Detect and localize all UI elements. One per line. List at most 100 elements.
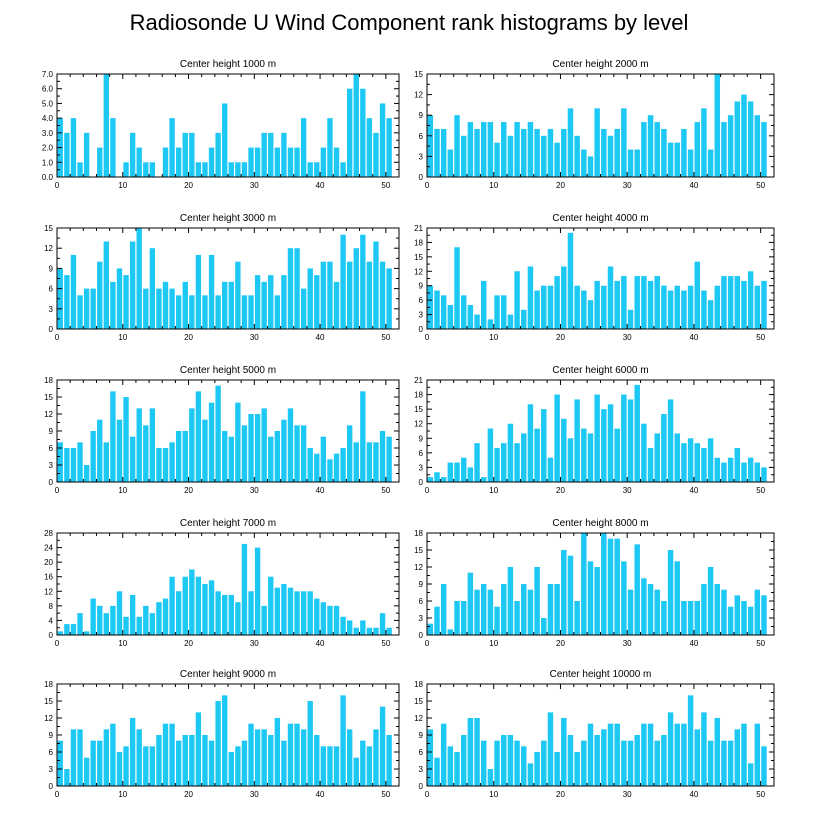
bar-rank-36 [667,712,674,786]
bar-rank-41 [327,261,333,329]
bar-rank-44 [346,88,353,177]
bar-rank-28 [241,425,248,482]
y-tick-label: 3 [419,765,424,774]
x-tick-label: 40 [689,790,698,799]
bar-rank-4 [83,465,90,482]
bar-rank-28 [614,428,620,482]
y-tick-label: 24 [44,544,53,553]
bar-rank-24 [587,723,594,786]
bar-rank-13 [514,271,520,329]
bar-rank-47 [741,94,747,177]
x-tick-label: 30 [250,181,259,190]
bar-rank-40 [320,602,327,635]
x-tick-label: 10 [118,790,127,799]
bar-rank-35 [287,723,294,786]
bar-rank-6 [467,122,474,177]
bar-rank-24 [587,156,594,177]
x-tick-label: 50 [756,181,765,190]
y-tick-label: 15 [414,697,423,706]
y-tick-label: 6 [419,132,424,141]
bar-rank-11 [129,718,136,786]
bar-rank-13 [143,162,149,177]
bar-rank-20 [561,128,567,177]
bar-rank-7 [103,74,110,177]
bar-rank-9 [487,428,494,482]
bar-rank-8 [110,281,116,329]
bar-rank-2 [440,295,447,329]
x-tick-label: 40 [689,181,698,190]
bar-rank-49 [379,706,386,786]
bar-rank-33 [274,295,281,329]
bar-rank-21 [195,162,202,177]
bar-rank-50 [386,118,392,177]
bar-rank-24 [587,561,594,635]
y-tick-label: 6 [49,285,54,294]
bar-rank-36 [667,399,674,482]
x-tick-label: 10 [118,486,127,495]
x-tick-label: 0 [425,486,430,495]
bar-rank-35 [287,408,294,482]
bar-rank-9 [116,752,123,786]
bar-rank-29 [621,740,627,786]
bar-rank-0 [57,442,63,482]
y-tick-label: 3 [419,614,424,623]
bar-rank-12 [507,423,514,482]
bar-rank-1 [434,757,440,786]
bar-rank-0 [427,623,434,635]
bar-rank-46 [360,740,366,786]
bar-rank-8 [110,391,116,482]
bar-rank-45 [727,115,734,177]
bar-rank-45 [353,248,359,329]
bar-rank-42 [707,438,714,482]
bar-rank-32 [641,276,647,329]
y-tick-label: 0 [49,325,54,334]
bar-rank-4 [83,288,90,329]
x-tick-label: 0 [55,181,60,190]
bar-rank-32 [641,423,647,482]
bar-rank-29 [248,591,254,635]
bar-rank-5 [90,288,96,329]
bar-rank-35 [661,414,667,482]
y-tick-label: 15 [44,393,53,402]
bar-rank-1 [434,128,440,177]
bar-rank-43 [340,695,346,786]
panel-title: Center height 8000 m [552,518,648,529]
bar-rank-30 [254,414,261,482]
x-tick-label: 20 [184,181,193,190]
bar-rank-44 [721,122,727,177]
bar-rank-2 [70,624,77,635]
bar-rank-24 [215,701,221,786]
bar-rank-46 [734,448,741,482]
bar-rank-2 [70,254,77,329]
bar-rank-39 [687,601,694,635]
bar-rank-3 [77,295,83,329]
bar-rank-47 [741,601,747,635]
bar-rank-29 [248,147,254,177]
x-tick-label: 20 [556,790,565,799]
bar-rank-30 [627,149,634,177]
bar-rank-8 [480,740,487,786]
bar-rank-10 [494,142,500,177]
bar-rank-45 [727,276,734,329]
bar-rank-12 [136,228,142,329]
bar-rank-10 [123,616,129,635]
bar-rank-12 [136,729,142,786]
bar-rank-11 [129,436,136,482]
y-tick-label: 9 [419,111,424,120]
x-tick-label: 40 [689,639,698,648]
bar-rank-43 [714,584,721,635]
y-tick-label: 3.0 [42,129,54,138]
bar-rank-7 [474,718,480,786]
bar-rank-30 [254,147,261,177]
bar-rank-13 [514,601,520,635]
bar-rank-10 [123,275,129,329]
bar-rank-40 [694,443,700,482]
bar-rank-8 [110,723,116,786]
bar-rank-16 [162,723,169,786]
bar-rank-6 [467,467,474,482]
bar-rank-3 [447,149,454,177]
bar-rank-25 [222,103,228,177]
bar-rank-17 [541,285,547,329]
bar-rank-24 [587,433,594,482]
bar-rank-26 [228,162,234,177]
